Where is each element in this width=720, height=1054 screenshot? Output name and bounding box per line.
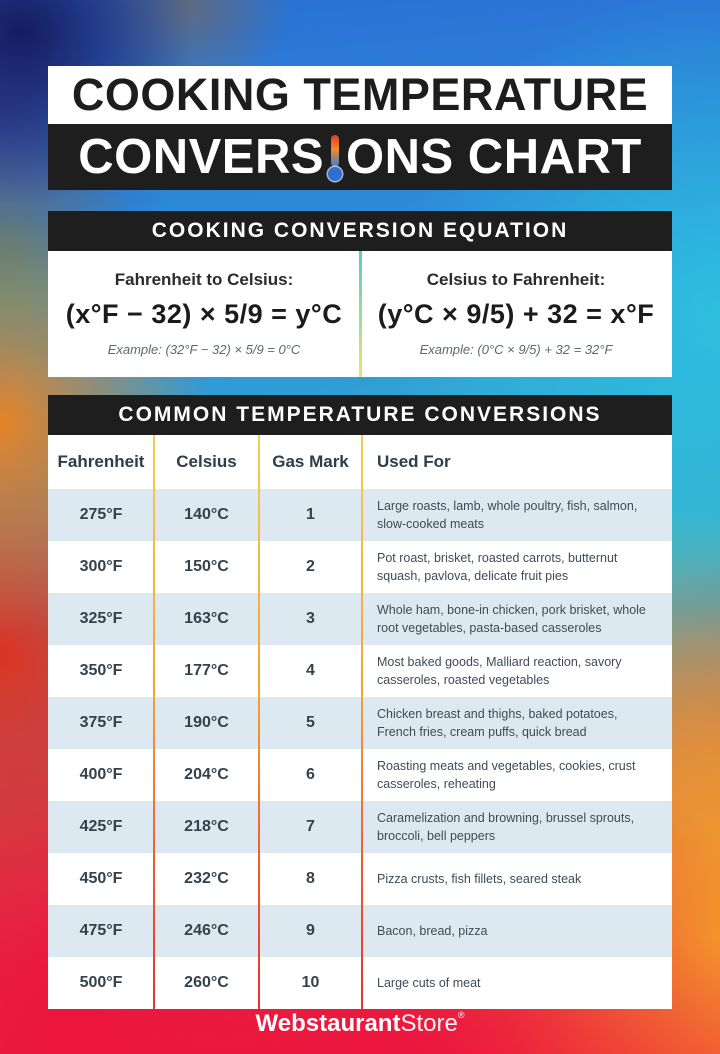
equation-example: Example: (32°F − 32) × 5/9 = 0°C — [107, 342, 301, 357]
gas-mark-cell: 1 — [306, 506, 315, 523]
equation-card-header: COOKING CONVERSION EQUATION — [48, 211, 672, 251]
table-row: 325°F 163°C 3 Whole ham, bone-in chicken, p… — [48, 593, 672, 645]
equation-body: Fahrenheit to Celsius: (x°F − 32) × 5/9 … — [48, 251, 672, 377]
gas-mark-cell: 3 — [306, 610, 315, 627]
fahrenheit-cell: 400°F — [79, 766, 123, 783]
used-for-cell: Roasting meats and vegetables, cookies, … — [377, 758, 636, 791]
gas-mark-cell: 5 — [306, 714, 315, 731]
celsius-cell: 150°C — [184, 558, 229, 575]
table-row: 475°F 246°C 9 Bacon, bread, pizza — [48, 905, 672, 957]
thermometer-stem — [331, 135, 340, 167]
celsius-to-fahrenheit-column: Celsius to Fahrenheit: (y°C × 9/5) + 32 … — [360, 266, 672, 357]
conversion-table: Fahrenheit Celsius Gas Mark Used For 275… — [48, 435, 672, 1009]
column-header-celsius: Celsius — [176, 452, 237, 471]
column-header-fahrenheit: Fahrenheit — [57, 452, 145, 471]
brand-name-bold: Webstaurant — [255, 1010, 401, 1037]
equation-divider — [359, 251, 362, 377]
fahrenheit-cell: 350°F — [79, 662, 123, 679]
equation-example: Example: (0°C × 9/5) + 32 = 32°F — [419, 342, 613, 357]
table-row: 275°F 140°C 1 Large roasts, lamb, whole pou… — [48, 489, 672, 541]
fahrenheit-cell: 450°F — [79, 870, 123, 887]
column-divider — [153, 435, 155, 1009]
used-for-cell: Large cuts of meat — [377, 975, 481, 990]
table-header-row: Fahrenheit Celsius Gas Mark Used For — [48, 435, 672, 489]
gas-mark-cell: 7 — [306, 818, 315, 835]
gas-mark-cell: 4 — [306, 662, 315, 679]
fahrenheit-cell: 475°F — [79, 922, 123, 939]
brand-footer: WebstaurantStore® — [0, 1010, 720, 1038]
gas-mark-cell: 9 — [306, 922, 315, 939]
column-header-gas-mark: Gas Mark — [272, 452, 349, 471]
celsius-cell: 190°C — [184, 714, 229, 731]
table-row: 375°F 190°C 5 Chicken breast and thighs, ba… — [48, 697, 672, 749]
used-for-cell: Pot roast, brisket, roasted carrots, but… — [377, 550, 618, 583]
fahrenheit-cell: 425°F — [79, 818, 123, 835]
used-for-cell: Caramelization and browning, brussel spr… — [377, 810, 635, 843]
used-for-cell: Large roasts, lamb, whole poultry, fish,… — [377, 498, 638, 531]
celsius-cell: 204°C — [184, 766, 229, 783]
conversion-table-card: COMMON TEMPERATURE CONVERSIONS Fahrenhei… — [48, 395, 672, 1009]
celsius-cell: 177°C — [184, 662, 229, 679]
equation-card: COOKING CONVERSION EQUATION Fahrenheit t… — [48, 211, 672, 377]
column-divider — [361, 435, 363, 1009]
equation-label: Celsius to Fahrenheit: — [426, 270, 606, 289]
gas-mark-cell: 10 — [301, 974, 320, 991]
equation-formula: (x°F − 32) × 5/9 = y°C — [65, 299, 343, 329]
gas-mark-cell: 8 — [306, 870, 315, 887]
used-for-cell: Chicken breast and thighs, baked potatoe… — [377, 706, 618, 739]
fahrenheit-to-celsius-column: Fahrenheit to Celsius: (x°F − 32) × 5/9 … — [48, 266, 360, 357]
table-row: 400°F 204°C 6 Roasting meats and vegetables… — [48, 749, 672, 801]
fahrenheit-cell: 375°F — [79, 714, 123, 731]
poster-title-line1: COOKING TEMPERATURE — [48, 66, 672, 124]
brand-name-light: Store — [400, 1010, 458, 1037]
column-divider — [258, 435, 260, 1009]
fahrenheit-cell: 500°F — [79, 974, 123, 991]
used-for-cell: Whole ham, bone-in chicken, pork brisket… — [377, 602, 646, 635]
poster-title-line1-text: COOKING TEMPERATURE — [71, 69, 649, 120]
gas-mark-cell: 2 — [306, 558, 315, 575]
fahrenheit-cell: 275°F — [79, 506, 123, 523]
fahrenheit-cell: 300°F — [79, 558, 123, 575]
table-body: 275°F 140°C 1 Large roasts, lamb, whole pou… — [48, 489, 672, 1009]
celsius-cell: 246°C — [184, 922, 229, 939]
celsius-cell: 260°C — [184, 974, 229, 991]
used-for-cell: Most baked goods, Malliard reaction, sav… — [377, 654, 622, 687]
used-for-cell: Pizza crusts, fish fillets, seared steak — [377, 871, 582, 886]
gas-mark-cell: 6 — [306, 766, 315, 783]
equation-formula: (y°C × 9/5) + 32 = x°F — [377, 299, 655, 329]
celsius-cell: 163°C — [184, 610, 229, 627]
table-row: 450°F 232°C 8 Pizza crusts, fish fillets, s… — [48, 853, 672, 905]
celsius-cell: 218°C — [184, 818, 229, 835]
table-row: 425°F 218°C 7 Caramelization and browning, … — [48, 801, 672, 853]
celsius-cell: 140°C — [184, 506, 229, 523]
registered-mark: ® — [457, 1010, 465, 1020]
celsius-cell: 232°C — [184, 870, 229, 887]
thermometer-icon — [327, 133, 343, 181]
column-header-used-for: Used For — [377, 452, 451, 471]
poster-title-line2-post: ONS CHART — [346, 130, 642, 184]
title-block: COOKING TEMPERATURE CONVERS ONS CHART — [48, 66, 672, 190]
table-row: 350°F 177°C 4 Most baked goods, Malliard re… — [48, 645, 672, 697]
poster-title-line2-pre: CONVERS — [78, 130, 325, 184]
equation-label: Fahrenheit to Celsius: — [114, 270, 294, 289]
fahrenheit-cell: 325°F — [79, 610, 123, 627]
used-for-cell: Bacon, bread, pizza — [377, 923, 488, 938]
poster-title-line2: CONVERS ONS CHART — [48, 124, 672, 190]
table-row: 300°F 150°C 2 Pot roast, brisket, roasted c… — [48, 541, 672, 593]
thermometer-bulb — [328, 167, 343, 181]
table-card-header: COMMON TEMPERATURE CONVERSIONS — [48, 395, 672, 435]
table-row: 500°F 260°C 10 Large cuts of meat — [48, 957, 672, 1009]
